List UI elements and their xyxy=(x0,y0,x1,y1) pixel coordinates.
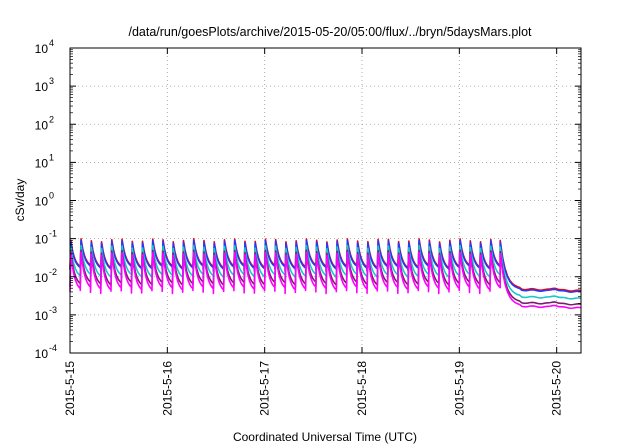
y-tick-label-exponent: 0 xyxy=(49,191,54,201)
y-tick-label-exponent: -4 xyxy=(49,343,57,353)
series-lines xyxy=(69,238,582,310)
y-tick-label-exponent: 2 xyxy=(49,114,54,124)
y-tick-label: 10 xyxy=(35,271,49,285)
y-tick-label: 10 xyxy=(35,233,49,247)
y-tick-label-exponent: -2 xyxy=(49,267,57,277)
x-tick-label: 2015-5-15 xyxy=(63,361,77,416)
x-axis-label: Coordinated Universal Time (UTC) xyxy=(233,430,417,444)
x-tick-labels: 2015-5-15 2015-5-16 2015-5-17 2015-5-18 2015… xyxy=(63,361,564,416)
x-tick-label: 2015-5-18 xyxy=(355,361,369,416)
y-tick-label: 10 xyxy=(35,118,49,132)
y-tick-label: 10 xyxy=(35,156,49,170)
x-tick-label: 2015-5-16 xyxy=(160,361,174,416)
x-tick-label: 2015-5-17 xyxy=(258,361,272,416)
chart-title: /data/run/goesPlots/archive/2015-05-20/0… xyxy=(128,25,532,39)
y-tick-label-exponent: 3 xyxy=(49,76,54,86)
y-tick-label: 10 xyxy=(35,309,49,323)
x-tick-label: 2015-5-20 xyxy=(550,361,564,416)
y-tick-label: 10 xyxy=(35,347,49,361)
y-tick-label: 10 xyxy=(35,80,49,94)
y-tick-label-exponent: -1 xyxy=(49,229,57,239)
series-line xyxy=(69,251,582,310)
axis-ticks xyxy=(69,47,581,354)
y-tick-label-exponent: 1 xyxy=(49,152,54,162)
grid xyxy=(70,48,581,353)
y-tick-label-exponent: -3 xyxy=(49,305,57,315)
y-tick-label: 10 xyxy=(35,42,49,56)
y-tick-label: 10 xyxy=(35,195,49,209)
y-axis-label: cSv/day xyxy=(13,179,27,222)
x-tick-label: 2015-5-19 xyxy=(452,361,466,416)
y-tick-label-exponent: 4 xyxy=(49,38,54,48)
